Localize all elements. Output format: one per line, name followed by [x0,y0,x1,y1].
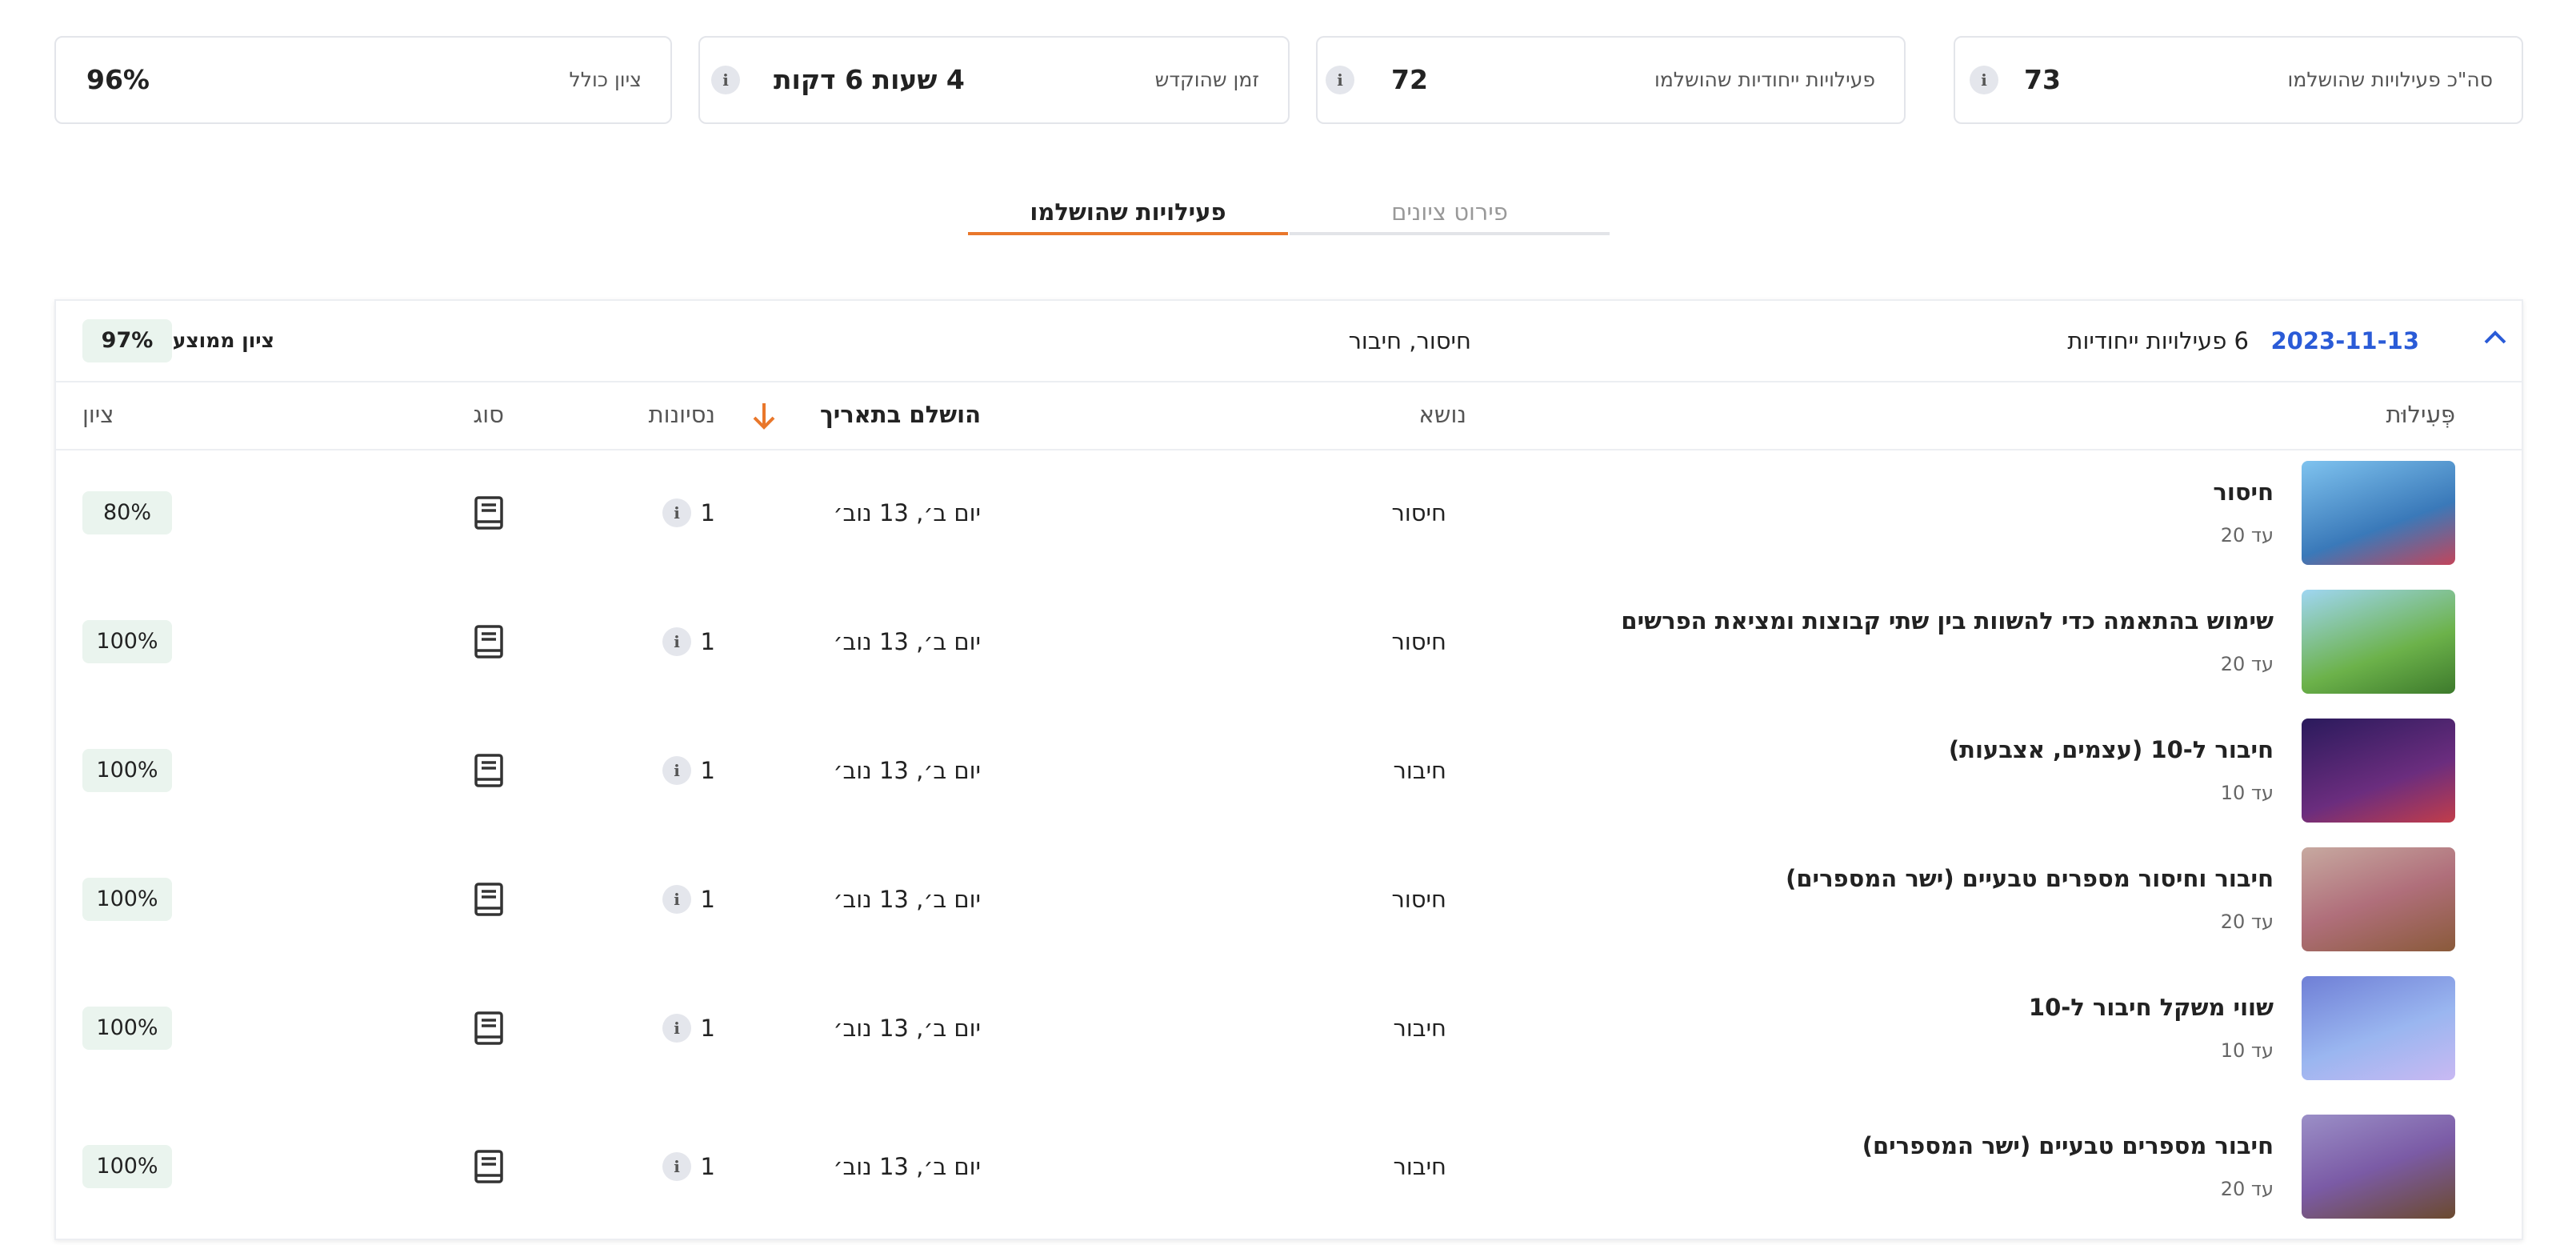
info-icon[interactable]: i [662,885,691,914]
column-header-cell[interactable]: הושלם בתאריך [819,401,981,428]
activity-row[interactable]: חיסור עד 20 חיסור יום ב׳, 13 נוב׳ 1 i 80% [56,449,2522,578]
info-icon[interactable]: i [662,1152,691,1181]
attempts: 1 [700,1015,715,1042]
activity-title: חיבור מספרים טבעיים (ישר המספרים) [1862,1132,2274,1159]
activity-subtitle: עד 20 [2220,524,2274,546]
topic: חיסור [1391,628,1446,655]
date: יום ב׳, 13 נוב׳ [833,1015,981,1042]
activity-row[interactable]: חיבור ל-10 (עצמים, אצבעות) עד 10 חיבור יום … [56,707,2522,835]
score: 100% [82,1007,172,1050]
date: יום ב׳, 13 נוב׳ [833,499,981,526]
attempts: 1 [700,886,715,913]
attempts: 1 [700,1153,715,1180]
score: 100% [82,1145,172,1188]
stat-value: 96% [86,64,150,95]
info-icon[interactable]: i [1970,66,1998,94]
stat-card: זמן שהוקדש 4 שעות 6 דקות i [698,36,1290,124]
activity-subtitle: עד 20 [2220,1178,2274,1200]
activity-title: חיסור [2213,478,2274,506]
attempts: 1 [700,757,715,784]
info-icon[interactable]: i [662,756,691,785]
thumbnail [2302,1115,2455,1219]
score: 80% [82,491,172,534]
activity-subtitle: עד 10 [2220,1039,2274,1062]
date: יום ב׳, 13 נוב׳ [833,628,981,655]
date: יום ב׳, 13 נוב׳ [833,886,981,913]
activity-row[interactable]: חיבור וחיסור מספרים טבעיים (ישר המספרים)… [56,835,2522,964]
activity-panel: 2023-11-13 6 פעילויות ייחודיות חיסור, חי… [54,299,2523,1240]
info-icon[interactable]: i [662,1014,691,1043]
type-icon [473,753,505,788]
average-score: 97% [82,319,172,362]
group-topics: חיסור, חיבור [1348,327,1471,354]
tab-active[interactable]: פעילויות שהושלמו [968,192,1288,235]
average-label: ציון ממוצע [172,329,274,352]
activity-row[interactable]: שווי משקל חיבור ל-10 עד 10 חיבור יום ב׳, 13… [56,964,2522,1093]
column-header-cell: סוג [473,401,504,428]
column-header-cell: ציון [82,401,114,428]
type-icon [473,624,505,659]
thumbnail [2302,847,2455,951]
activity-subtitle: עד 20 [2220,911,2274,933]
attempts: 1 [700,499,715,526]
score: 100% [82,749,172,792]
column-header-cell: נסיונות [648,401,715,428]
type-icon [473,1149,505,1184]
score: 100% [82,620,172,663]
stat-value: 72 [1391,64,1428,95]
stat-label: סה"כ פעילויות שהושלמו [2287,68,2493,91]
topic: חיסור [1391,886,1446,913]
column-header-cell: פְּעִילוּת [2386,401,2455,428]
thumbnail [2302,976,2455,1080]
topic: חיבור [1393,757,1446,784]
stat-label: זמן שהוקדש [1154,68,1259,91]
stat-card: ציון כולל 96% [54,36,672,124]
activity-title: שימוש בהתאמה כדי להשוות בין שתי קבוצות ו… [1621,607,2274,635]
activity-row[interactable]: חיבור מספרים טבעיים (ישר המספרים) עד 20 חי… [56,1103,2522,1231]
score: 100% [82,878,172,921]
topic: חיבור [1393,1015,1446,1042]
activity-row[interactable]: שימוש בהתאמה כדי להשוות בין שתי קבוצות ו… [56,578,2522,707]
type-icon [473,882,505,917]
chevron-up[interactable] [2483,326,2507,350]
activity-title: חיבור ל-10 (עצמים, אצבעות) [1948,736,2274,763]
attempts: 1 [700,628,715,655]
stat-value: 73 [2024,64,2061,95]
group-header[interactable]: 2023-11-13 6 פעילויות ייחודיות חיסור, חי… [56,301,2522,382]
topic: חיסור [1391,499,1446,526]
thumbnail [2302,461,2455,565]
stat-card: סה"כ פעילויות שהושלמו 73 i [1954,36,2523,124]
activity-title: חיבור וחיסור מספרים טבעיים (ישר המספרים) [1786,865,2274,892]
date: יום ב׳, 13 נוב׳ [833,757,981,784]
stat-label: פעילויות ייחודיות שהושלמו [1654,68,1875,91]
activity-subtitle: עד 10 [2220,782,2274,804]
info-icon[interactable]: i [1326,66,1354,94]
group-count: 6 פעילויות ייחודיות [2067,327,2249,354]
column-header [56,381,2522,450]
info-icon[interactable]: i [662,627,691,656]
date: יום ב׳, 13 נוב׳ [833,1153,981,1180]
info-icon[interactable]: i [711,66,740,94]
stat-card: פעילויות ייחודיות שהושלמו 72 i [1316,36,1906,124]
info-icon[interactable]: i [662,498,691,527]
stat-label: ציון כולל [569,68,642,91]
sort-arrow[interactable] [750,402,778,430]
type-icon [473,495,505,530]
group-date: 2023-11-13 [2270,327,2420,354]
thumbnail [2302,719,2455,823]
stat-value: 4 שעות 6 דקות [774,64,965,95]
tab[interactable]: פירוט ציונים [1290,192,1610,235]
topic: חיבור [1393,1153,1446,1180]
activity-subtitle: עד 20 [2220,653,2274,675]
column-header-cell: נושא [1418,401,1466,428]
activity-title: שווי משקל חיבור ל-10 [2028,994,2274,1021]
type-icon [473,1011,505,1046]
thumbnail [2302,590,2455,694]
